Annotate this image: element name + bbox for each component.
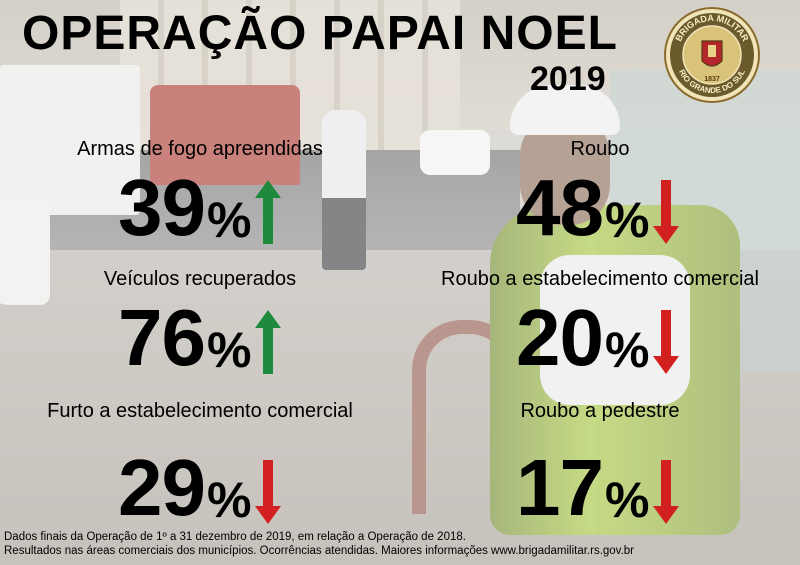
brigada-militar-seal-logo: BRIGADA MILITAR RIO GRANDE DO SUL 1837 [664, 7, 760, 103]
stat-value: 29 [118, 443, 206, 532]
arrow-down-icon [653, 180, 680, 244]
stat-label: Armas de fogo apreendidas [77, 138, 323, 160]
year-label: 2019 [530, 60, 606, 98]
stat-label: Veículos recuperados [103, 268, 297, 290]
stat-label: Roubo a pedestre [520, 400, 680, 422]
arrow-up-icon [255, 310, 282, 374]
stat-label: Roubo [570, 138, 630, 160]
stat-label: Roubo a estabelecimento comercial [441, 268, 759, 290]
percent-sign: % [604, 322, 650, 378]
stat-value: 20 [516, 293, 604, 382]
footer-notes: Dados finais da Operação de 1º a 31 deze… [4, 530, 634, 558]
footer-line-2: Resultados nas áreas comerciais dos muni… [4, 545, 635, 557]
percent-sign: % [604, 472, 650, 528]
stat-value: 76 [118, 293, 206, 382]
percent-sign: % [206, 192, 252, 248]
stat-label: Furto a estabelecimento comercial [47, 400, 353, 422]
arrow-down-icon [653, 460, 680, 524]
stat-value: 39 [118, 163, 206, 252]
svg-text:1837: 1837 [704, 76, 720, 83]
footer-line-1: Dados finais da Operação de 1º a 31 deze… [4, 531, 466, 543]
arrow-down-icon [653, 310, 680, 374]
arrow-up-icon [255, 180, 282, 244]
percent-sign: % [206, 322, 252, 378]
percent-sign: % [604, 192, 650, 248]
arrow-down-icon [255, 460, 282, 524]
stat-value: 48 [516, 163, 604, 252]
stat-value: 17 [516, 443, 604, 532]
percent-sign: % [206, 472, 252, 528]
page-title: OPERAÇÃO PAPAI NOEL [22, 7, 618, 60]
